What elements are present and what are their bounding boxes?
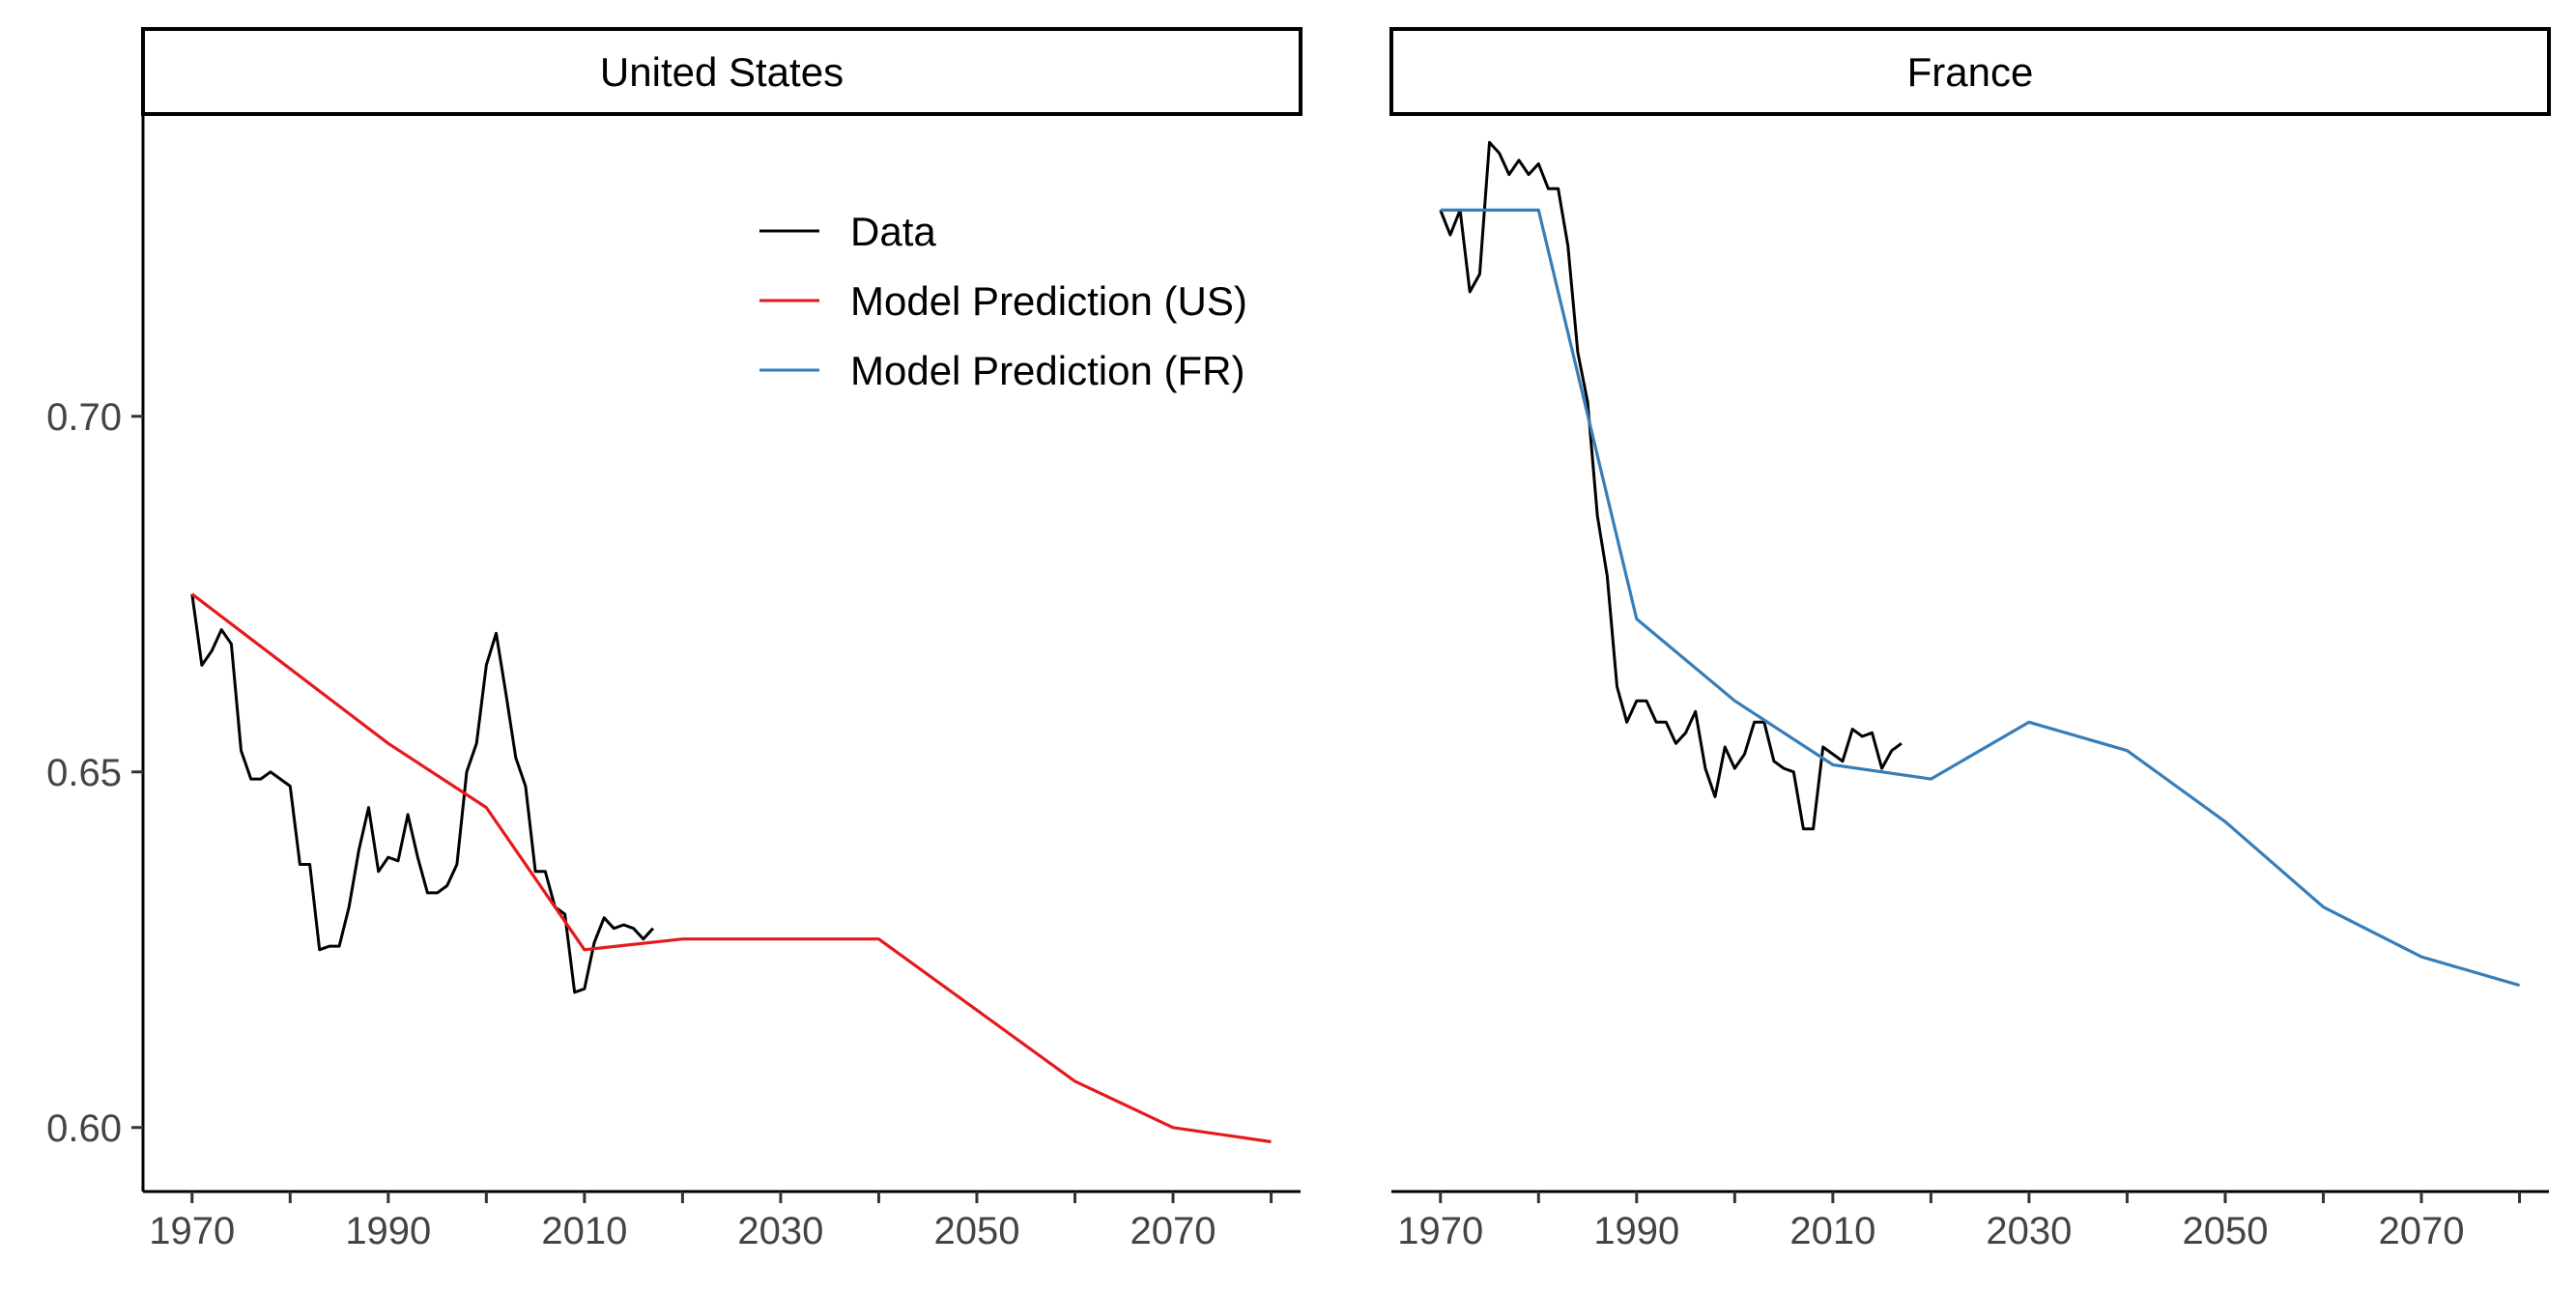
y-tick-label: 0.65 [46, 752, 122, 794]
x-tick-label-fr: 2010 [1789, 1210, 1875, 1252]
series-us-line-us [190, 592, 1272, 1144]
legend-label-us: Model Prediction (US) [850, 278, 1247, 324]
x-tick-label-us: 2010 [541, 1210, 627, 1252]
facet-strip-fr [1389, 27, 2551, 116]
x-tick-label-us: 2030 [737, 1210, 823, 1252]
facet-strip-us [141, 27, 1302, 116]
x-tick-label-us: 1990 [345, 1210, 431, 1252]
x-tick-label-us: 2050 [933, 1210, 1019, 1252]
series-fr-line-fr [1440, 208, 2520, 988]
facet-label-us: United States [600, 49, 844, 95]
x-tick-label-us: 1970 [149, 1210, 235, 1252]
y-tick-label: 0.70 [46, 396, 122, 439]
x-tick-label-fr: 2070 [2379, 1210, 2465, 1252]
y-tick-label: 0.60 [46, 1107, 122, 1150]
x-tick-label-fr: 2030 [1986, 1210, 2072, 1252]
x-tick-label-fr: 1970 [1397, 1210, 1483, 1252]
legend: Data Model Prediction (US) Model Predict… [759, 209, 1247, 393]
x-tick-label-us: 2070 [1131, 1210, 1216, 1252]
legend-label-fr: Model Prediction (FR) [850, 348, 1245, 393]
series-data-line-us [190, 593, 655, 994]
legend-label-data: Data [850, 209, 936, 254]
series-data-line-fr [1439, 140, 1903, 831]
facet-label-fr: France [1907, 49, 2034, 95]
x-tick-label-fr: 1990 [1593, 1210, 1679, 1252]
x-tick-label-fr: 2050 [2182, 1210, 2268, 1252]
